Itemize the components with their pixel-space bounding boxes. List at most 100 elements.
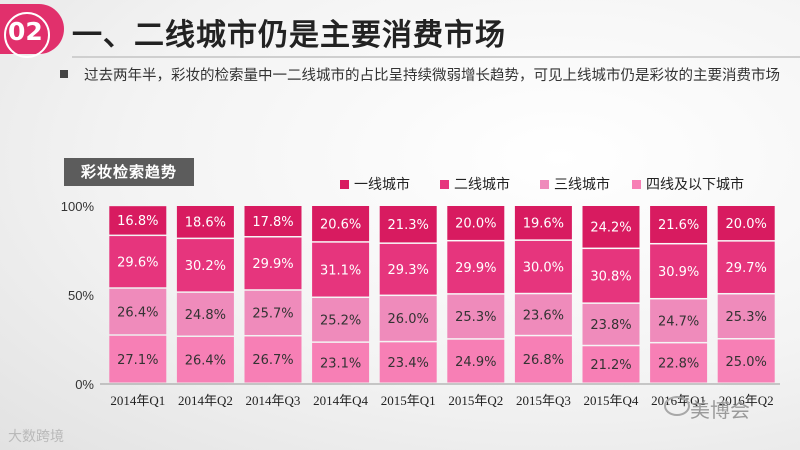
data-label: 24.9% [455,355,496,370]
data-label: 24.2% [590,221,631,236]
legend-label: 一线城市 [354,176,410,193]
watermark-left: 大数跨境 [8,429,64,445]
data-label: 31.1% [320,263,361,278]
data-label: 16.8% [117,214,158,229]
data-label: 23.1% [320,356,361,371]
bar-segment [379,296,437,341]
y-tick-label: 0% [75,377,94,392]
section-number-badge: 02 [0,4,64,58]
bar-segment [244,206,302,237]
data-label: 23.8% [590,318,631,333]
legend-label: 三线城市 [554,176,610,193]
x-tick-label: 2016年Q2 [719,393,774,408]
bar-segment [379,342,437,383]
x-tick-label: 2015年Q1 [381,393,436,408]
bar-segment [109,335,167,383]
data-label: 29.6% [117,255,158,270]
data-label: 17.8% [252,215,293,230]
bar-segment [312,342,370,383]
data-label: 21.3% [388,218,429,233]
data-label: 29.9% [455,261,496,276]
legend-swatch [632,180,641,189]
badge-ring [4,12,50,58]
bar-segment [650,244,708,298]
bar-segment [650,206,708,243]
x-tick-label: 2014年Q1 [110,393,165,408]
chart-section-label: 彩妆检索趋势 [64,158,194,186]
data-label: 26.0% [388,312,429,327]
data-label: 23.6% [523,308,564,323]
bar-segment [582,346,640,383]
section-number: 02 [8,17,43,46]
legend-swatch [340,180,349,189]
data-label: 18.6% [185,216,226,231]
bar-segment [582,249,640,303]
data-label: 26.7% [252,353,293,368]
bar-segment [176,337,234,383]
description-text: 过去两年半，彩妆的检索量中一二线城市的占比呈持续微弱增长趋势，可见上线城市仍是彩… [84,68,780,84]
x-tick-label: 2014年Q4 [313,393,368,408]
data-label: 22.8% [658,357,699,372]
x-tick-label: 2014年Q3 [246,393,301,408]
data-label: 20.0% [455,217,496,232]
data-label: 20.6% [320,217,361,232]
data-label: 20.0% [726,217,767,232]
x-tick-label: 2015年Q3 [516,393,571,408]
data-label: 30.9% [658,265,699,280]
data-label: 24.8% [185,308,226,323]
legend-label: 二线城市 [454,176,510,193]
bar-segment [109,288,167,335]
bar-segment [379,243,437,295]
bar-segment [312,242,370,297]
bar-segment [176,206,234,238]
data-label: 25.2% [320,313,361,328]
x-tick-label: 2015年Q2 [448,393,503,408]
data-label: 29.7% [726,261,767,276]
bar-segment [244,290,302,335]
data-label: 19.6% [523,216,564,231]
legend-label: 四线及以下城市 [646,176,744,193]
bar-segment [244,336,302,383]
data-label: 26.8% [523,353,564,368]
bar-segment [650,299,708,342]
bar-segment [244,237,302,290]
bullet-square-icon [60,70,68,78]
bar-segment [109,206,167,235]
x-tick-label: 2014年Q2 [178,393,233,408]
y-tick-label: 100% [61,199,95,214]
bar-segment [109,236,167,288]
y-tick-label: 50% [68,288,94,303]
data-label: 30.0% [523,261,564,276]
data-label: 24.7% [658,314,699,329]
data-label: 25.3% [726,310,767,325]
data-label: 29.9% [252,257,293,272]
bar-segment [379,206,437,243]
data-label: 30.2% [185,259,226,274]
bar-segment [176,239,234,292]
bar-segment [650,343,708,383]
data-label: 25.0% [726,355,767,370]
bar-segment [717,339,775,383]
legend-swatch [540,180,549,189]
bar-segment [447,294,505,339]
bar-segment [514,294,572,335]
data-label: 21.6% [658,218,699,233]
bar-segment [447,206,505,240]
x-tick-label: 2015年Q4 [584,393,639,408]
bar-segment [447,339,505,383]
title-divider [72,56,800,58]
bar-segment [514,206,572,240]
data-label: 27.1% [117,353,158,368]
bar-segment [312,298,370,342]
bar-segment [582,206,640,248]
data-label: 21.2% [590,358,631,373]
data-label: 26.4% [117,305,158,320]
bar-segment [447,241,505,294]
data-label: 25.3% [455,310,496,325]
bar-segment [514,240,572,293]
legend-swatch [440,180,449,189]
data-label: 23.4% [388,356,429,371]
bar-segment [582,303,640,345]
bar-segment [717,294,775,338]
bar-segment [717,206,775,241]
